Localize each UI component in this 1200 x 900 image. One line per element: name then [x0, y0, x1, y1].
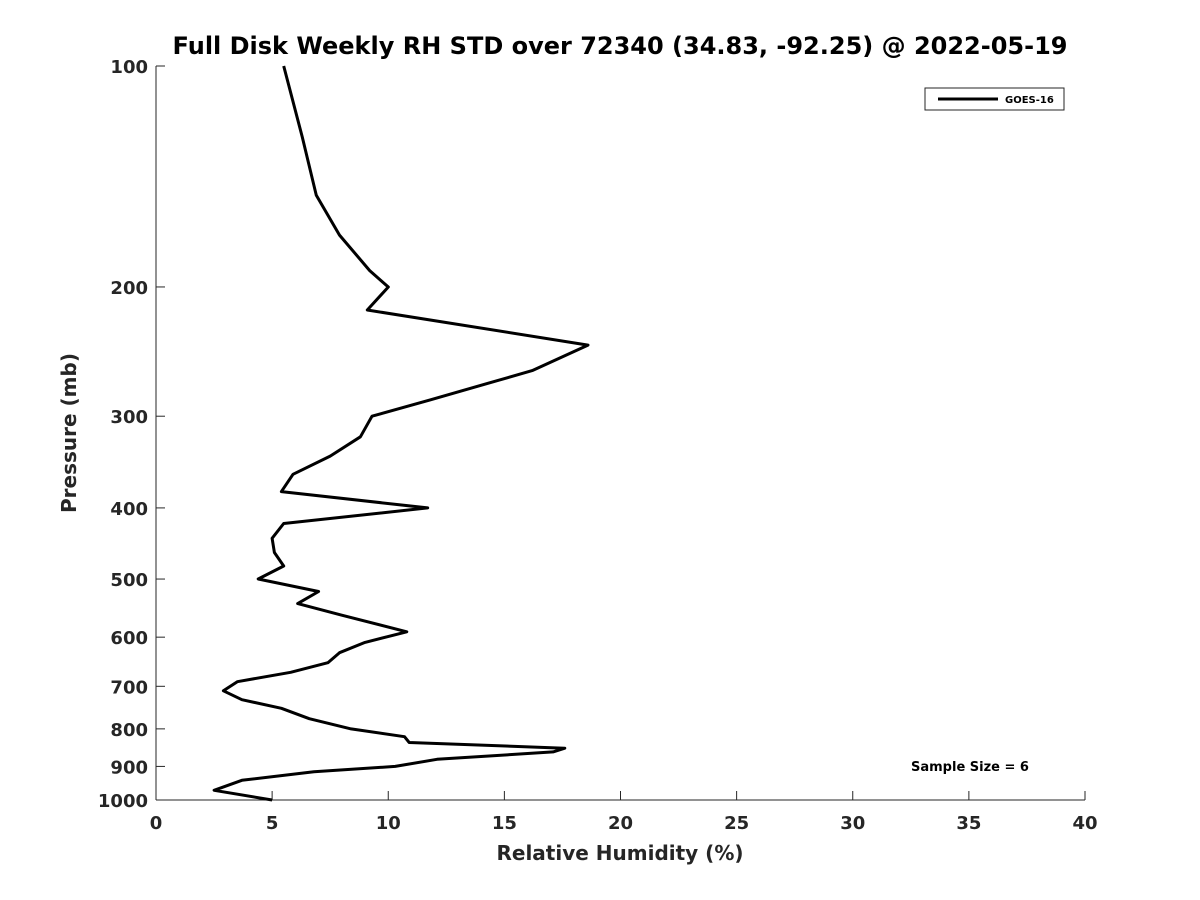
- y-tick-label-700: 700: [110, 677, 148, 698]
- y-axis-ticks: 100 200 300 400 500 600 700 800 900 1000: [98, 57, 165, 812]
- x-tick-label-15: 15: [492, 813, 517, 834]
- legend-label-goes-16: GOES-16: [1005, 95, 1054, 106]
- y-axis-label: Pressure (mb): [57, 353, 81, 513]
- y-tick-label-800: 800: [110, 720, 148, 741]
- legend: GOES-16: [924, 87, 1065, 111]
- chart-title: Full Disk Weekly RH STD over 72340 (34.8…: [173, 32, 1068, 60]
- y-tick-label-900: 900: [110, 757, 148, 778]
- x-tick-label-0: 0: [150, 813, 163, 834]
- series-line-goes-16: [212, 65, 590, 802]
- y-tick-label-200: 200: [110, 278, 148, 299]
- y-tick-label-400: 400: [110, 499, 148, 520]
- y-tick-label-300: 300: [110, 407, 148, 428]
- x-tick-label-10: 10: [376, 813, 401, 834]
- y-tick-label-500: 500: [110, 570, 148, 591]
- x-axis-label: Relative Humidity (%): [496, 841, 743, 865]
- x-tick-label-25: 25: [724, 813, 749, 834]
- sample-size-annotation: Sample Size = 6: [911, 760, 1029, 775]
- x-axis-ticks: 0 5 10 15 20 25 30 35 40: [150, 791, 1098, 834]
- x-tick-label-40: 40: [1072, 813, 1097, 834]
- x-tick-label-5: 5: [266, 813, 279, 834]
- y-tick-label-1000: 1000: [98, 791, 148, 812]
- x-tick-label-35: 35: [956, 813, 981, 834]
- y-tick-label-600: 600: [110, 628, 148, 649]
- x-tick-label-30: 30: [840, 813, 865, 834]
- y-tick-label-100: 100: [110, 57, 148, 78]
- x-tick-label-20: 20: [608, 813, 633, 834]
